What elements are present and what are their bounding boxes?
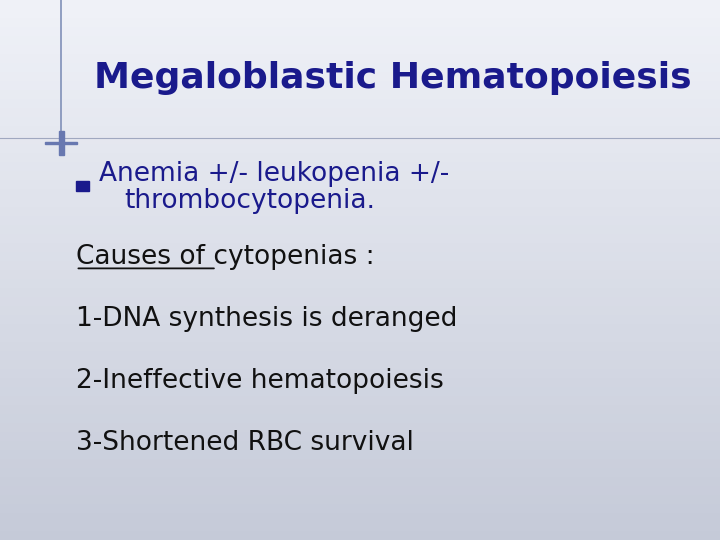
Bar — [0, 414, 720, 423]
Bar — [45, 142, 77, 144]
Bar — [0, 324, 720, 333]
Bar — [0, 279, 720, 288]
Bar — [0, 36, 720, 45]
Bar — [0, 495, 720, 504]
Text: thrombocytopenia.: thrombocytopenia. — [125, 188, 376, 214]
Bar — [0, 126, 720, 135]
Bar — [0, 288, 720, 297]
Bar — [0, 234, 720, 243]
Bar — [0, 252, 720, 261]
Bar — [0, 270, 720, 279]
Text: Causes of cytopenias :: Causes of cytopenias : — [76, 244, 374, 269]
Bar — [0, 72, 720, 81]
Bar — [0, 207, 720, 216]
Bar — [0, 468, 720, 477]
Bar — [0, 441, 720, 450]
Bar — [0, 27, 720, 36]
Bar — [0, 360, 720, 369]
Bar — [0, 396, 720, 405]
Bar — [0, 108, 720, 117]
Bar — [0, 99, 720, 108]
Bar — [0, 0, 720, 9]
Bar — [59, 131, 64, 155]
Bar — [0, 378, 720, 387]
Bar — [0, 9, 720, 18]
Text: Megaloblastic Hematopoiesis: Megaloblastic Hematopoiesis — [94, 62, 691, 95]
Bar — [0, 225, 720, 234]
Bar — [0, 189, 720, 198]
Bar — [0, 135, 720, 144]
Bar — [0, 297, 720, 306]
Bar — [0, 522, 720, 531]
Bar — [0, 333, 720, 342]
Bar — [0, 18, 720, 27]
Bar — [0, 531, 720, 540]
Text: 1-DNA synthesis is deranged: 1-DNA synthesis is deranged — [76, 306, 457, 332]
Bar — [0, 180, 720, 189]
Bar — [0, 405, 720, 414]
Bar — [0, 387, 720, 396]
Bar — [0, 342, 720, 351]
Bar — [0, 171, 720, 180]
Bar — [0, 45, 720, 54]
Bar — [0, 369, 720, 378]
Bar — [0, 198, 720, 207]
Text: 2-Ineffective hematopoiesis: 2-Ineffective hematopoiesis — [76, 368, 444, 394]
Bar — [0, 162, 720, 171]
Bar — [0, 306, 720, 315]
Bar — [0, 153, 720, 162]
Bar — [0, 486, 720, 495]
Bar — [0, 54, 720, 63]
Bar — [0, 432, 720, 441]
Bar — [0, 243, 720, 252]
Bar — [0, 423, 720, 432]
Bar — [0, 117, 720, 126]
Text: 3-Shortened RBC survival: 3-Shortened RBC survival — [76, 430, 413, 456]
Bar — [0, 477, 720, 486]
Bar — [0, 90, 720, 99]
Bar — [0, 63, 720, 72]
Bar — [76, 181, 89, 191]
Bar — [0, 513, 720, 522]
Text: Anemia +/- leukopenia +/-: Anemia +/- leukopenia +/- — [99, 161, 449, 187]
Bar — [0, 459, 720, 468]
Bar — [0, 450, 720, 459]
Bar — [0, 351, 720, 360]
Bar — [0, 261, 720, 270]
Bar — [0, 144, 720, 153]
Bar — [0, 81, 720, 90]
Bar — [0, 504, 720, 513]
Bar — [0, 216, 720, 225]
Bar — [0, 315, 720, 324]
